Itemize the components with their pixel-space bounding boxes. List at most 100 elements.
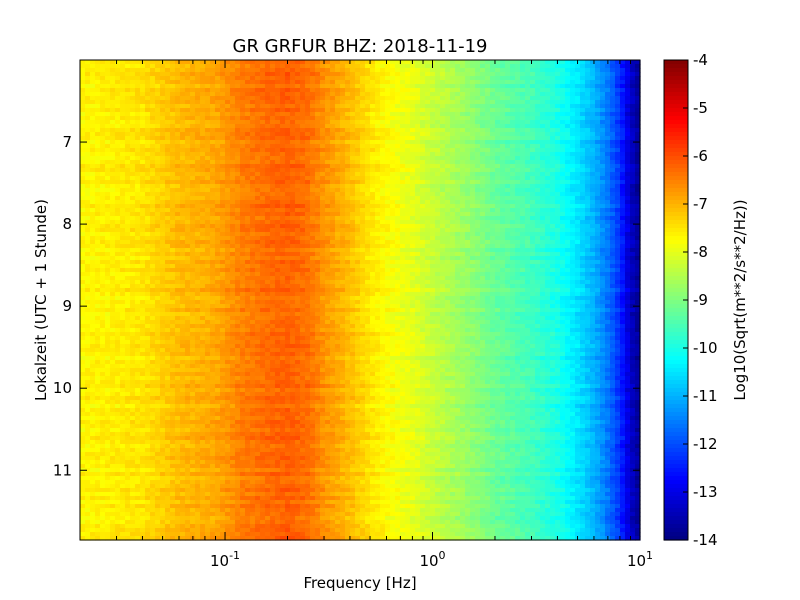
heatmap-cell <box>275 192 281 197</box>
heatmap-cell <box>105 360 111 365</box>
heatmap-cell <box>175 240 181 245</box>
heatmap-cell <box>280 368 286 373</box>
heatmap-cell <box>245 356 251 361</box>
heatmap-cell <box>285 248 291 253</box>
heatmap-cell <box>245 324 251 329</box>
heatmap-cell <box>220 324 226 329</box>
heatmap-cell <box>105 160 111 165</box>
heatmap-cell <box>205 300 211 305</box>
heatmap-cell <box>190 292 196 297</box>
heatmap-cell <box>135 380 141 385</box>
heatmap-cell <box>115 240 121 245</box>
heatmap-cell <box>285 276 291 281</box>
heatmap-cell <box>220 504 226 509</box>
heatmap-cell <box>130 516 136 521</box>
heatmap-cell <box>210 196 216 201</box>
heatmap-cell <box>245 360 251 365</box>
heatmap-cell <box>180 288 186 293</box>
heatmap-cell <box>110 200 116 205</box>
heatmap-cell <box>105 172 111 177</box>
heatmap-cell <box>165 184 171 189</box>
heatmap-cell <box>265 84 271 89</box>
heatmap-cell <box>95 160 101 165</box>
heatmap-cell <box>120 336 126 341</box>
heatmap-cell <box>100 456 106 461</box>
heatmap-cell <box>245 108 251 113</box>
heatmap-cell <box>220 248 226 253</box>
heatmap-cell <box>140 172 146 177</box>
heatmap-cell <box>235 448 241 453</box>
heatmap-cell <box>190 176 196 181</box>
heatmap-cell <box>175 464 181 469</box>
heatmap-cell <box>250 364 256 369</box>
heatmap-cell <box>120 304 126 309</box>
heatmap-cell <box>150 392 156 397</box>
heatmap-cell <box>140 196 146 201</box>
heatmap-cell <box>250 196 256 201</box>
heatmap-cell <box>110 480 116 485</box>
heatmap-cell <box>100 72 106 77</box>
heatmap-cell <box>140 200 146 205</box>
heatmap-cell <box>275 176 281 181</box>
heatmap-cell <box>285 156 291 161</box>
heatmap-cell <box>215 300 221 305</box>
heatmap-cell <box>120 252 126 257</box>
heatmap-cell <box>140 448 146 453</box>
heatmap-cell <box>240 348 246 353</box>
heatmap-cell <box>230 288 236 293</box>
heatmap-cell <box>230 192 236 197</box>
heatmap-cell <box>250 80 256 85</box>
heatmap-cell <box>210 444 216 449</box>
heatmap-cell <box>160 104 166 109</box>
heatmap-cell <box>235 352 241 357</box>
heatmap-cell <box>210 500 216 505</box>
heatmap-cell <box>90 96 96 101</box>
heatmap-cell <box>175 288 181 293</box>
heatmap-cell <box>235 272 241 277</box>
heatmap-cell <box>100 532 106 537</box>
heatmap-cell <box>255 144 261 149</box>
heatmap-cell <box>95 484 101 489</box>
heatmap-cell <box>110 436 116 441</box>
heatmap-cell <box>125 160 131 165</box>
heatmap-cell <box>140 424 146 429</box>
heatmap-cell <box>180 296 186 301</box>
heatmap-cell <box>195 408 201 413</box>
heatmap-cell <box>170 344 176 349</box>
heatmap-cell <box>115 236 121 241</box>
heatmap-cell <box>235 168 241 173</box>
heatmap-cell <box>245 140 251 145</box>
heatmap-cell <box>110 392 116 397</box>
heatmap-cell <box>260 404 266 409</box>
heatmap-cell <box>190 372 196 377</box>
heatmap-cell <box>200 384 206 389</box>
heatmap-cell <box>175 244 181 249</box>
heatmap-cell <box>110 408 116 413</box>
heatmap-cell <box>245 312 251 317</box>
heatmap-cell <box>275 372 281 377</box>
heatmap-cell <box>200 404 206 409</box>
heatmap-cell <box>230 176 236 181</box>
heatmap-cell <box>180 84 186 89</box>
heatmap-cell <box>230 432 236 437</box>
heatmap-cell <box>160 224 166 229</box>
heatmap-cell <box>145 488 151 493</box>
heatmap-cell <box>95 232 101 237</box>
heatmap-cell <box>250 456 256 461</box>
heatmap-cell <box>230 212 236 217</box>
heatmap-cell <box>275 472 281 477</box>
heatmap-cell <box>90 372 96 377</box>
heatmap-cell <box>240 360 246 365</box>
heatmap-cell <box>260 256 266 261</box>
heatmap-cell <box>220 356 226 361</box>
heatmap-cell <box>165 372 171 377</box>
heatmap-cell <box>175 436 181 441</box>
heatmap-cell <box>110 84 116 89</box>
heatmap-cell <box>110 152 116 157</box>
heatmap-cell <box>265 360 271 365</box>
heatmap-cell <box>280 344 286 349</box>
heatmap-cell <box>155 136 161 141</box>
heatmap-cell <box>150 228 156 233</box>
heatmap-cell <box>90 512 96 517</box>
heatmap-cell <box>180 320 186 325</box>
